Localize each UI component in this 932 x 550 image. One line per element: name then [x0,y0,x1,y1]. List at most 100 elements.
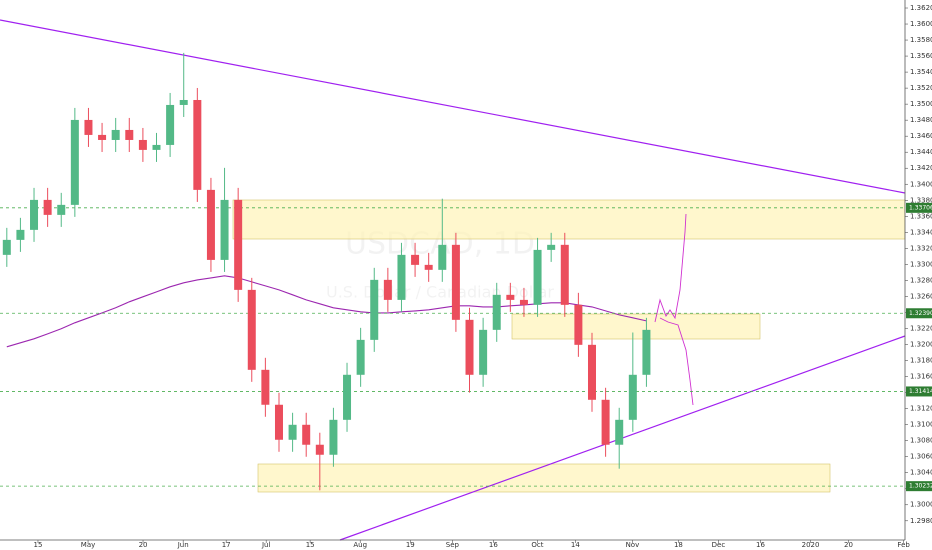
candle-body [138,139,147,150]
y-tick-label: 1.30400 [910,469,932,477]
candle-body [451,244,460,320]
candle-body [601,399,610,445]
x-tick-label: Jun [177,541,189,549]
price-level-label: 1.33706 [909,204,932,211]
x-tick-label: 20 [139,541,148,549]
x-tick-label: 16 [489,541,498,549]
price-level-tag [906,308,932,319]
price-level-tag [906,202,932,213]
y-tick-label: 1.36000 [910,20,932,28]
y-tick-label: 1.33200 [910,244,932,252]
candle-body [166,104,175,145]
projection-down [659,317,694,406]
candle-body [519,299,528,305]
candle-body [547,244,556,250]
y-tick-label: 1.34800 [910,116,932,124]
zone-top [232,199,906,240]
x-tick-label: 18 [674,541,683,549]
candle-body [261,369,270,405]
candle-body [2,239,11,255]
y-tick-label: 1.33800 [910,196,932,204]
x-tick-label: 16 [756,541,765,549]
candle-body [70,119,79,205]
price-level-label: 1.32390 [909,310,932,317]
price-level-tag [906,386,932,397]
y-tick-label: 1.35600 [910,52,932,60]
candle-body [125,129,134,140]
price-level-tag [906,481,932,492]
candle-body [193,99,202,190]
y-tick-label: 1.30000 [910,501,932,509]
y-tick-label: 1.33000 [910,260,932,268]
candle-body [587,344,596,400]
y-tick-label: 1.32000 [910,341,932,349]
y-tick-label: 1.34600 [910,132,932,140]
y-tick-label: 1.32600 [910,292,932,300]
candle-body [43,199,52,215]
candle-body [506,294,515,300]
y-tick-label: 1.30600 [910,453,932,461]
price-level-label: 1.31414 [909,388,932,395]
x-tick-label: Sep [446,541,460,549]
candle-body [465,319,474,375]
candle-body [642,329,651,375]
y-tick-label: 1.33400 [910,228,932,236]
y-tick-label: 1.32200 [910,324,932,332]
candle-body [152,144,161,150]
candle-body [615,419,624,445]
y-tick-label: 1.35200 [910,84,932,92]
y-tick-label: 1.34400 [910,148,932,156]
trendline-upper [0,19,906,194]
watermark-description: U.S. Dollar / Canadian Dollar [326,283,554,302]
x-tick-label: 19 [406,541,415,549]
x-tick-label: Dec [712,541,726,549]
y-tick-label: 1.31600 [910,373,932,381]
x-tick-label: 2020 [802,541,820,549]
projection-up [654,213,687,323]
zone-middle [511,313,761,340]
candle-body [274,404,283,440]
y-tick-label: 1.35400 [910,68,932,76]
y-tick-label: 1.31000 [910,421,932,429]
candle-body [288,424,297,440]
candle-body [492,294,501,330]
candle-body [574,304,583,345]
x-tick-label: Aug [353,541,367,549]
y-tick-label: 1.32800 [910,276,932,284]
zone-bottom [257,463,831,493]
candle-body [234,199,243,290]
candle-body [220,199,229,260]
x-tick-label: 15 [306,541,315,549]
x-tick-label: Feb [897,541,910,549]
candle-body [438,244,447,270]
candle-body [206,189,215,260]
candle-body [302,424,311,445]
candle-body [315,444,324,455]
candle-body [84,119,93,135]
candle-body [343,374,352,420]
candle-body [560,244,569,305]
y-tick-label: 1.31200 [910,405,932,413]
x-tick-label: Oct [531,541,543,549]
candle-body [16,229,25,240]
candle-body [98,134,107,140]
candle-body [57,204,66,215]
candle-body [628,374,637,420]
candle-body [533,249,542,305]
y-tick-label: 1.34000 [910,180,932,188]
x-tick-label: 17 [222,541,231,549]
candle-body [397,254,406,300]
y-tick-label: 1.35000 [910,100,932,108]
candle-body [424,264,433,270]
price-axis [905,0,932,550]
x-tick-label: 14 [571,541,580,549]
candle-body [329,419,338,455]
y-tick-label: 1.34200 [910,164,932,172]
y-tick-label: 1.30800 [910,437,932,445]
candle-body [247,289,256,370]
y-tick-label: 1.35800 [910,36,932,44]
candle-body [383,279,392,300]
x-tick-label: Nov [626,541,640,549]
